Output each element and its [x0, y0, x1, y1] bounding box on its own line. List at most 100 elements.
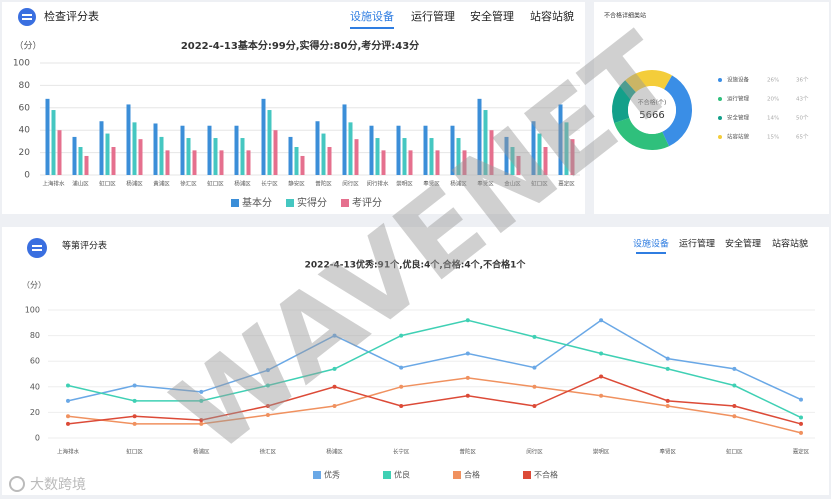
value-label: 14% [767, 116, 779, 122]
x-tick-label: 上海排水 [57, 448, 80, 456]
point [399, 365, 404, 370]
bar [477, 98, 482, 175]
legend-label: 不合格 [534, 470, 558, 480]
chart-title: 不合格详细类站 [604, 12, 646, 20]
point [465, 375, 470, 380]
tab[interactable]: 设施设备 [633, 238, 669, 250]
bar [348, 122, 353, 175]
x-tick-label: 虹口区 [126, 448, 143, 456]
point [332, 366, 337, 371]
bar [429, 138, 434, 175]
legend-label: 站容站貌 [727, 133, 750, 141]
point [66, 398, 70, 403]
tab[interactable]: 运行管理 [411, 9, 455, 23]
point [799, 430, 803, 435]
x-tick-label: 奉贤区 [659, 448, 676, 456]
x-tick-label: 嘉定区 [558, 180, 575, 188]
y-tick-label: 0 [24, 171, 30, 181]
point [799, 415, 803, 420]
x-tick-label: 金山区 [504, 180, 521, 188]
tab[interactable]: 运行管理 [679, 238, 715, 250]
bar [483, 110, 488, 175]
logo-icon [9, 476, 25, 492]
chart-title: 2022-4-13基本分:99分,实得分:80分,考分评:43分 [181, 39, 419, 52]
point [599, 351, 604, 356]
x-tick-label: 奉贤区 [477, 180, 494, 188]
y-tick-label: 0 [35, 434, 40, 443]
x-tick-label: 上海排水 [42, 180, 65, 188]
legend-label: 考评分 [352, 197, 382, 209]
bar [99, 121, 104, 175]
panel-icon [18, 8, 36, 26]
legend-label: 安全管理 [727, 114, 750, 122]
bar [45, 98, 50, 175]
value-label: 20% [767, 97, 779, 103]
bar [543, 147, 548, 175]
legend-marker [523, 471, 531, 479]
point [665, 356, 670, 361]
bar [342, 104, 347, 175]
bar [132, 122, 137, 175]
x-tick-label: 虹口区 [99, 180, 116, 188]
point [599, 393, 604, 398]
bar [273, 130, 278, 175]
panel-title: 等第评分表 [62, 240, 107, 252]
legend-label: 运行管理 [727, 95, 750, 103]
line [67, 377, 802, 434]
x-tick-label: 奉贤区 [423, 180, 440, 188]
point [465, 318, 470, 323]
x-tick-label: 杨浦区 [126, 180, 143, 188]
bar [126, 104, 131, 175]
tab[interactable]: 站容站貌 [772, 238, 808, 250]
x-tick-label: 杨浦区 [326, 448, 343, 456]
point [532, 365, 537, 370]
x-tick-label: 徐汇区 [260, 448, 277, 456]
x-tick-label: 虹口区 [531, 180, 548, 188]
icon-line [32, 245, 42, 247]
point [665, 366, 670, 371]
line [67, 319, 802, 419]
tab[interactable]: 安全管理 [725, 238, 761, 250]
bar [435, 150, 440, 175]
bar [510, 147, 515, 175]
x-tick-label: 黄浦区 [153, 180, 170, 188]
bar [186, 138, 191, 175]
point [66, 383, 70, 388]
bar [246, 150, 251, 175]
legend-label: 优秀 [324, 470, 340, 480]
bar [288, 136, 293, 175]
point [199, 421, 204, 426]
bar [423, 125, 428, 175]
y-tick-label: 60 [30, 357, 40, 366]
bar [516, 155, 521, 175]
icon-line [22, 18, 32, 20]
bar [456, 138, 461, 175]
point [399, 384, 404, 389]
point [532, 384, 537, 389]
bar [564, 122, 569, 175]
legend-label: 基本分 [242, 196, 272, 209]
line [67, 375, 802, 425]
point [132, 421, 137, 426]
axis-label: （分） [14, 41, 41, 52]
count-label: 50个 [796, 115, 809, 122]
point [332, 384, 337, 389]
tab[interactable]: 设施设备 [350, 9, 394, 23]
point [799, 397, 803, 402]
value-label: 15% [767, 135, 779, 141]
legend-marker [383, 471, 391, 479]
bar [207, 125, 212, 175]
y-tick-label: 100 [13, 59, 30, 69]
point [465, 351, 470, 356]
bar [321, 133, 326, 175]
tab[interactable]: 站容站貌 [530, 9, 574, 23]
legend-marker [718, 78, 722, 82]
legend-marker [718, 135, 722, 139]
legend-label: 设施设备 [727, 76, 750, 84]
point [265, 412, 270, 417]
bar [558, 104, 563, 175]
point [399, 333, 404, 338]
panel-icon [27, 238, 47, 258]
tab[interactable]: 安全管理 [470, 9, 514, 23]
